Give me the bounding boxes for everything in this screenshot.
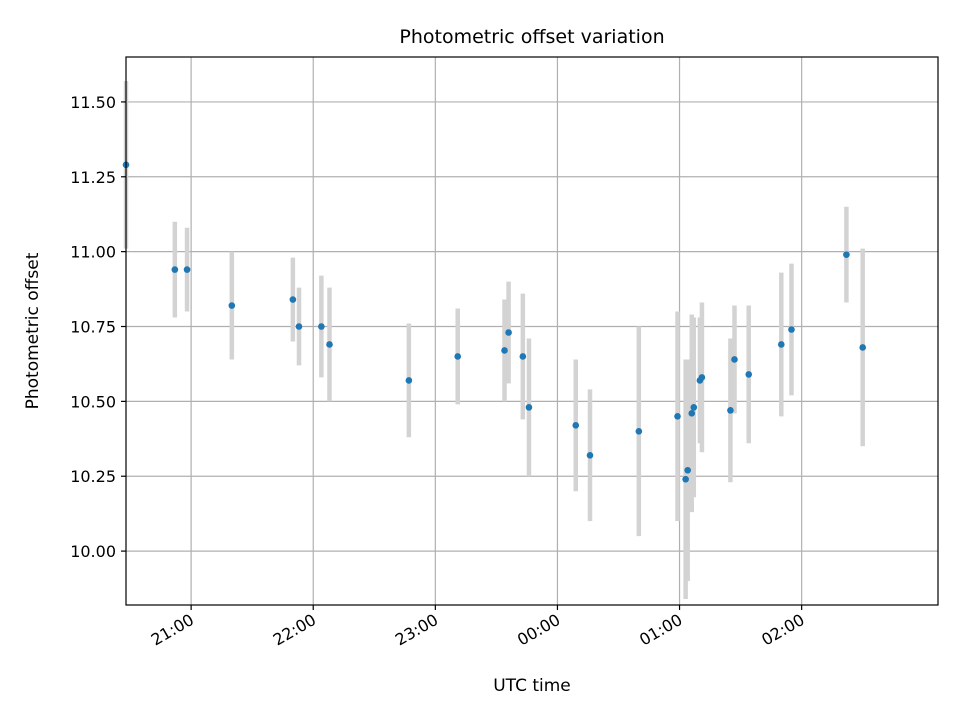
data-point — [318, 323, 325, 330]
data-point — [525, 404, 533, 411]
data-point — [690, 404, 698, 411]
x-tick-label: 23:00 — [392, 610, 441, 650]
data-point — [777, 341, 785, 348]
data-point — [843, 251, 850, 258]
data-point — [731, 356, 738, 363]
x-tick-label: 01:00 — [636, 610, 685, 650]
data-point — [745, 371, 753, 378]
data-points — [122, 161, 867, 483]
data-point — [684, 466, 691, 474]
y-axis: 10.00 10.25 10.50 10.75 11.00 11.25 11.50 — [70, 93, 126, 561]
data-point — [454, 353, 462, 360]
data-point — [171, 266, 179, 273]
data-point — [586, 451, 594, 459]
data-point — [674, 413, 681, 420]
data-point — [505, 329, 512, 336]
data-point — [519, 353, 527, 360]
data-point — [698, 374, 706, 381]
y-tick-label: 10.50 — [70, 392, 116, 411]
grid-lines — [126, 57, 938, 605]
error-bars — [123, 80, 865, 600]
data-point — [501, 347, 508, 354]
y-tick-label: 10.25 — [70, 467, 116, 486]
data-point — [727, 407, 734, 414]
y-tick-label: 11.50 — [70, 93, 116, 112]
data-point — [572, 422, 580, 429]
y-tick-label: 10.75 — [70, 318, 116, 337]
x-axis-title: UTC time — [493, 676, 571, 696]
data-point — [326, 341, 333, 348]
y-axis-title: Photometric offset — [23, 252, 43, 409]
chart-title: Photometric offset variation — [399, 26, 664, 48]
data-point — [183, 266, 191, 273]
plot-frame — [125, 56, 939, 606]
x-axis: 21:00 22:00 23:00 00:00 01:00 02:00 — [148, 605, 808, 650]
data-point — [405, 377, 413, 384]
y-tick-label: 11.00 — [70, 243, 116, 262]
data-point — [688, 410, 696, 417]
x-tick-label: 22:00 — [270, 610, 319, 650]
y-tick-label: 10.00 — [70, 542, 116, 561]
data-point — [289, 296, 297, 303]
x-tick-label: 00:00 — [514, 610, 563, 650]
x-tick-label: 21:00 — [148, 610, 197, 650]
x-tick-label: 02:00 — [758, 610, 807, 650]
data-point — [228, 302, 236, 309]
data-point — [635, 428, 643, 435]
data-point — [295, 323, 303, 330]
data-point — [788, 326, 795, 333]
y-tick-label: 11.25 — [70, 168, 116, 187]
data-point — [859, 344, 867, 351]
data-point — [682, 475, 689, 483]
